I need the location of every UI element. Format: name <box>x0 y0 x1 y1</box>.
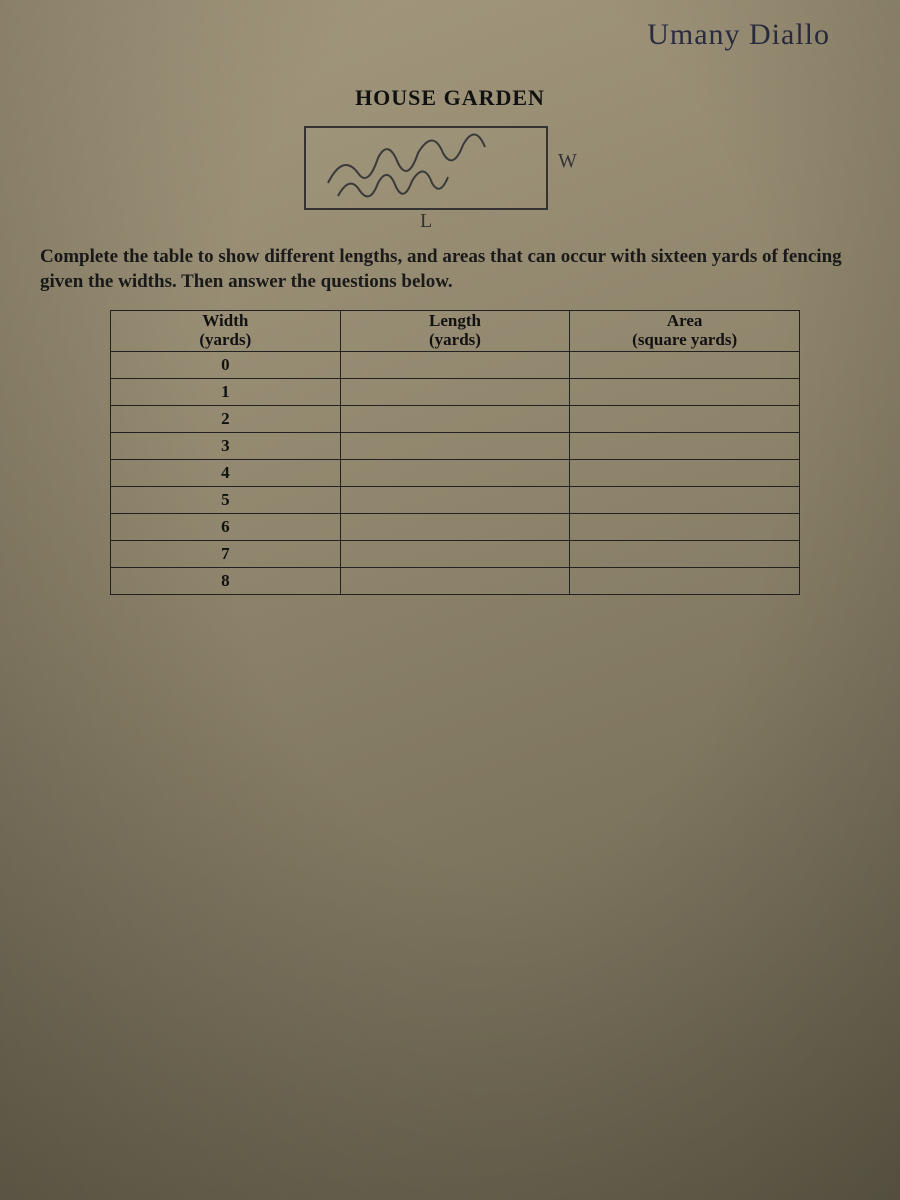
col-header-length: Length (yards) <box>340 311 570 352</box>
cell-length[interactable] <box>340 568 570 595</box>
cell-length[interactable] <box>340 541 570 568</box>
data-table-container: Width (yards) Length (yards) Area (squar… <box>110 310 800 595</box>
cell-width: 6 <box>111 514 341 541</box>
cell-area[interactable] <box>570 460 800 487</box>
cell-width: 1 <box>111 379 341 406</box>
table-row: 6 <box>111 514 800 541</box>
cell-area[interactable] <box>570 379 800 406</box>
instructions-text: Complete the table to show different len… <box>40 245 860 294</box>
cell-width: 0 <box>111 352 341 379</box>
table-row: 1 <box>111 379 800 406</box>
col-header-line2: (yards) <box>111 331 340 350</box>
cell-length[interactable] <box>340 514 570 541</box>
col-header-line1: Area <box>570 312 799 331</box>
cell-length[interactable] <box>340 460 570 487</box>
cell-width: 5 <box>111 487 341 514</box>
grass-scribble-icon <box>308 128 548 208</box>
table-row: 0 <box>111 352 800 379</box>
col-header-line2: (yards) <box>341 331 570 350</box>
cell-width: 3 <box>111 433 341 460</box>
cell-length[interactable] <box>340 379 570 406</box>
student-name-handwritten: Umany Diallo <box>647 18 830 52</box>
table-row: 4 <box>111 460 800 487</box>
cell-area[interactable] <box>570 433 800 460</box>
cell-area[interactable] <box>570 406 800 433</box>
table-row: 7 <box>111 541 800 568</box>
cell-length[interactable] <box>340 487 570 514</box>
cell-area[interactable] <box>570 541 800 568</box>
worksheet-page: Umany Diallo HOUSE GARDEN W L Complete t… <box>0 0 900 1200</box>
cell-area[interactable] <box>570 568 800 595</box>
width-label: W <box>558 150 577 173</box>
table-body: 0 1 2 3 <box>111 352 800 595</box>
cell-length[interactable] <box>340 406 570 433</box>
table-row: 2 <box>111 406 800 433</box>
cell-length[interactable] <box>340 352 570 379</box>
cell-length[interactable] <box>340 433 570 460</box>
table-header-row: Width (yards) Length (yards) Area (squar… <box>111 311 800 352</box>
cell-area[interactable] <box>570 352 800 379</box>
cell-width: 4 <box>111 460 341 487</box>
table-row: 3 <box>111 433 800 460</box>
cell-width: 7 <box>111 541 341 568</box>
worksheet-title: HOUSE GARDEN <box>0 85 900 111</box>
col-header-line1: Width <box>111 312 340 331</box>
col-header-line2: (square yards) <box>570 331 799 350</box>
cell-width: 2 <box>111 406 341 433</box>
col-header-width: Width (yards) <box>111 311 341 352</box>
length-label: L <box>420 210 432 233</box>
table-row: 5 <box>111 487 800 514</box>
table-row: 8 <box>111 568 800 595</box>
garden-diagram: W L <box>300 120 560 230</box>
cell-area[interactable] <box>570 514 800 541</box>
col-header-area: Area (square yards) <box>570 311 800 352</box>
cell-area[interactable] <box>570 487 800 514</box>
cell-width: 8 <box>111 568 341 595</box>
col-header-line1: Length <box>341 312 570 331</box>
width-length-area-table: Width (yards) Length (yards) Area (squar… <box>110 310 800 595</box>
